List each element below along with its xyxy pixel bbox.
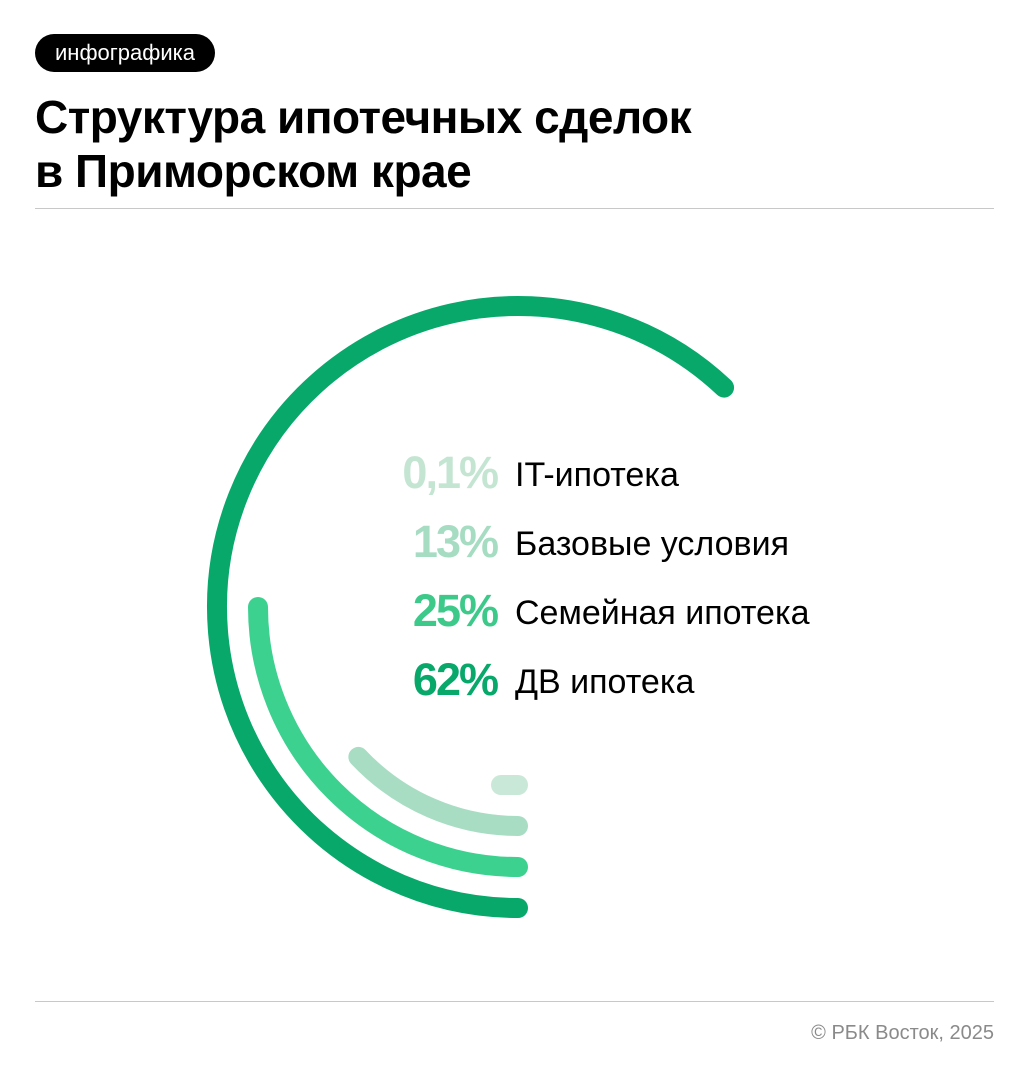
chart-labels: 0,1% IT-ипотека 13% Базовые условия 25% Семей…: [402, 447, 809, 705]
title-line-1: Структура ипотечных сделок: [35, 91, 692, 143]
title-line-2: в Приморском крае: [35, 145, 472, 197]
top-divider: [35, 208, 994, 209]
chart-arcs: [207, 296, 735, 918]
page-title: Структура ипотечных сделок в Приморском …: [35, 90, 995, 198]
value-label-series-3: 25%: [413, 585, 498, 636]
arc-series-3: [248, 597, 528, 877]
value-label-series-1: 0,1%: [402, 447, 498, 498]
category-badge: инфографика: [35, 34, 216, 72]
category-label-series-3: Семейная ипотека: [515, 594, 810, 632]
copyright-credit: © РБК Восток, 2025: [811, 1022, 994, 1044]
arc-series-2: [348, 746, 528, 836]
category-label-series-2: Базовые условия: [515, 525, 789, 563]
value-label-series-2: 13%: [413, 516, 498, 567]
value-label-series-4: 62%: [413, 654, 498, 705]
bottom-divider: [35, 1001, 994, 1002]
category-label-series-4: ДВ ипотека: [515, 663, 694, 701]
category-label-series-1: IT-ипотека: [515, 456, 679, 494]
arc-series-4: [207, 296, 735, 918]
